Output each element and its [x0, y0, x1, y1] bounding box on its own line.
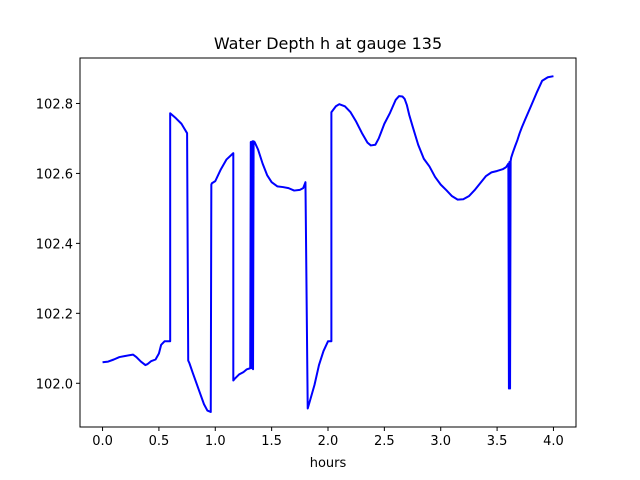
- x-tick-label: 1.5: [261, 434, 282, 449]
- axis-ticks: 0.0 0.5 1.0 1.5 2.0 2.5 3.0 3.5 4.0 102.0 102.2 102…: [36, 97, 564, 449]
- plot-area: [102, 75, 554, 413]
- x-tick-label: 1.0: [205, 434, 226, 449]
- x-tick-label: 4.0: [543, 434, 564, 449]
- x-tick-label: 2.0: [318, 434, 339, 449]
- x-tick-label: 3.5: [487, 434, 508, 449]
- y-tick-label: 102.6: [36, 167, 73, 182]
- x-tick-label: 0.0: [92, 434, 113, 449]
- series-line-0: [102, 75, 554, 413]
- plot-frame: [79, 57, 577, 428]
- y-tick-label: 102.4: [36, 237, 73, 252]
- x-tick-label: 3.0: [430, 434, 451, 449]
- y-tick-label: 102.2: [36, 307, 73, 322]
- chart-title: Water Depth h at gauge 135: [214, 34, 442, 53]
- y-tick-label: 102.0: [36, 377, 73, 392]
- x-axis-label: hours: [310, 456, 347, 471]
- x-tick-label: 2.5: [374, 434, 395, 449]
- y-tick-label: 102.8: [36, 97, 73, 112]
- x-tick-label: 0.5: [149, 434, 170, 449]
